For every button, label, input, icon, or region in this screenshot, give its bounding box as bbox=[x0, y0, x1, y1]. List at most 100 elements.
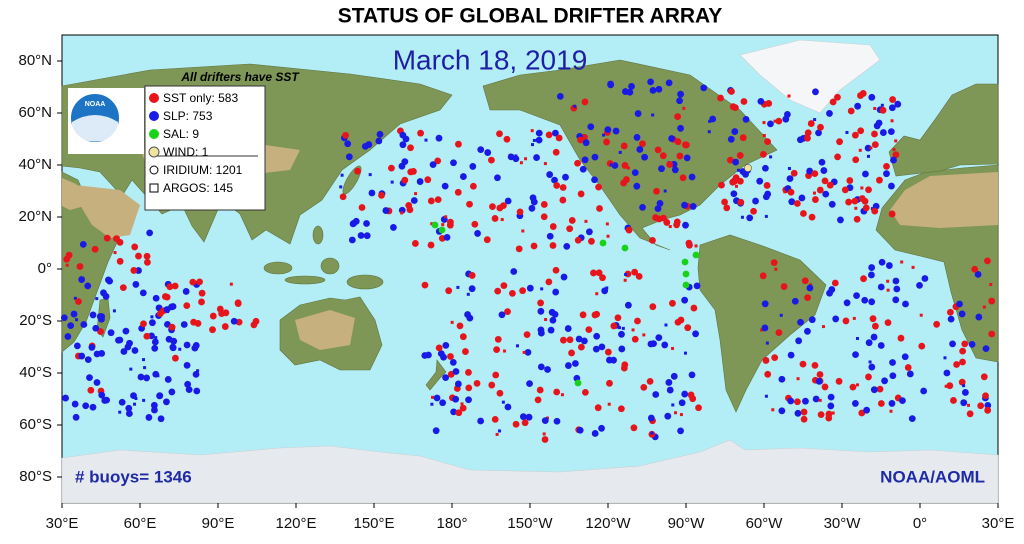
drifter bbox=[604, 348, 612, 356]
drifter bbox=[631, 268, 639, 276]
drifter bbox=[825, 414, 833, 422]
drifter bbox=[357, 232, 365, 239]
drifter bbox=[503, 135, 511, 143]
drifter bbox=[802, 397, 809, 405]
drifter bbox=[537, 307, 545, 315]
drifter bbox=[579, 311, 587, 319]
drifter bbox=[949, 340, 956, 348]
drifter bbox=[452, 368, 460, 375]
drifter bbox=[816, 186, 824, 194]
drifter bbox=[560, 336, 567, 344]
drifter bbox=[635, 273, 643, 280]
drifter bbox=[834, 153, 841, 161]
drifter bbox=[787, 94, 791, 98]
drifter bbox=[889, 96, 897, 103]
drifter bbox=[456, 285, 460, 289]
drifter bbox=[465, 369, 472, 376]
drifter bbox=[427, 197, 435, 205]
drifter bbox=[542, 432, 546, 436]
drifter bbox=[847, 107, 855, 115]
drifter bbox=[180, 321, 188, 328]
drifter bbox=[547, 326, 555, 334]
drifter bbox=[588, 237, 595, 245]
drifter bbox=[762, 133, 766, 137]
drifter bbox=[676, 97, 683, 105]
drifter bbox=[500, 218, 504, 222]
drifter bbox=[677, 316, 685, 324]
legend-label: SST only: 583 bbox=[163, 91, 238, 105]
drifter bbox=[892, 277, 900, 285]
legend-label: SLP: 753 bbox=[163, 109, 213, 123]
drifter bbox=[943, 369, 951, 377]
legend-box bbox=[144, 85, 266, 211]
drifter bbox=[519, 161, 523, 165]
drifter bbox=[509, 289, 516, 297]
drifter bbox=[890, 156, 897, 164]
drifter bbox=[610, 356, 617, 364]
drifter bbox=[681, 390, 689, 398]
drifter bbox=[631, 169, 639, 177]
drifter bbox=[943, 356, 947, 360]
drifter bbox=[496, 204, 504, 212]
drifter bbox=[548, 308, 556, 316]
drifter bbox=[740, 215, 744, 219]
drifter bbox=[455, 409, 463, 417]
drifter bbox=[339, 193, 347, 201]
drifter bbox=[526, 380, 533, 388]
drifter bbox=[512, 420, 520, 428]
drifter bbox=[143, 252, 151, 260]
drifter bbox=[625, 226, 633, 234]
drifter bbox=[564, 325, 572, 332]
drifter bbox=[471, 220, 479, 228]
drifter bbox=[897, 334, 905, 342]
drifter bbox=[832, 315, 840, 323]
drifter bbox=[783, 111, 791, 118]
drifter bbox=[879, 129, 887, 136]
drifter bbox=[892, 148, 896, 152]
drifter bbox=[507, 153, 515, 161]
drifter bbox=[877, 342, 885, 349]
drifter bbox=[746, 214, 754, 222]
drifter bbox=[523, 331, 531, 338]
drifter bbox=[663, 219, 671, 226]
drifter bbox=[682, 106, 686, 110]
logo-text: NOAA bbox=[85, 101, 106, 108]
drifter bbox=[920, 387, 928, 395]
drifter bbox=[441, 223, 445, 227]
drifter bbox=[639, 203, 646, 211]
drifter bbox=[804, 327, 811, 335]
drifter bbox=[633, 182, 641, 190]
drifter bbox=[780, 283, 788, 290]
drifter bbox=[535, 129, 543, 137]
drifter bbox=[595, 292, 599, 296]
drifter bbox=[459, 333, 467, 341]
drifter bbox=[862, 204, 870, 212]
drifter bbox=[821, 383, 829, 391]
drifter bbox=[718, 181, 725, 189]
drifter bbox=[594, 404, 602, 412]
drifter bbox=[890, 119, 894, 123]
drifter bbox=[654, 205, 662, 213]
drifter bbox=[189, 278, 197, 286]
drifter bbox=[721, 198, 728, 206]
drifter bbox=[125, 410, 133, 417]
drifter bbox=[537, 363, 545, 371]
drifter bbox=[812, 191, 816, 195]
drifter bbox=[750, 207, 757, 215]
drifter bbox=[399, 141, 407, 149]
drifter bbox=[103, 396, 111, 404]
drifter bbox=[870, 386, 878, 394]
drifter bbox=[178, 347, 182, 351]
drifter bbox=[700, 84, 708, 92]
drifter bbox=[591, 153, 599, 161]
drifter bbox=[742, 116, 750, 123]
drifter bbox=[89, 311, 97, 319]
drifter bbox=[779, 313, 783, 317]
legend-label: ARGOS: 145 bbox=[163, 181, 233, 195]
drifter bbox=[807, 120, 815, 127]
drifter bbox=[443, 233, 451, 241]
drifter bbox=[618, 345, 626, 353]
drifter bbox=[483, 236, 491, 244]
drifter bbox=[157, 415, 165, 423]
drifter bbox=[762, 357, 770, 364]
